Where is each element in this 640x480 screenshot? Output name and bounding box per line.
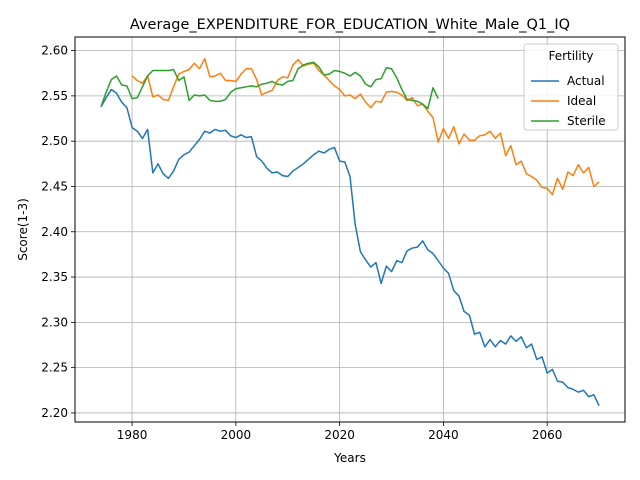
- legend-label-sterile: Sterile: [567, 114, 606, 128]
- x-tick-label: 2040: [428, 428, 459, 442]
- y-tick-label: 2.60: [41, 44, 68, 58]
- y-tick-label: 2.20: [41, 406, 68, 420]
- legend-box: [523, 43, 619, 131]
- y-tick-label: 2.25: [41, 361, 68, 375]
- legend-label-ideal: Ideal: [567, 94, 596, 108]
- series-line-actual: [100, 88, 600, 407]
- x-tick-label: 1980: [117, 428, 148, 442]
- x-axis-label: Years: [333, 451, 366, 465]
- y-axis-label: Score(1-3): [16, 198, 30, 261]
- series-lines: [100, 57, 600, 407]
- y-tick-label: 2.30: [41, 315, 68, 329]
- chart-title: Average_EXPENDITURE_FOR_EDUCATION_White_…: [130, 17, 570, 33]
- y-tick-label: 2.50: [41, 134, 68, 148]
- y-tick-label: 2.40: [41, 225, 68, 239]
- x-axis-ticks: 1980 2000 2020 2040 2060: [117, 422, 563, 442]
- x-tick-label: 2020: [324, 428, 355, 442]
- plot-frame: [74, 36, 626, 423]
- legend-title: Fertility: [548, 49, 593, 63]
- legend: Fertility Actual Ideal Sterile: [523, 43, 619, 131]
- y-axis-ticks: 2.20 2.25 2.30 2.35 2.40 2.45 2.50 2.55 2.60: [41, 44, 75, 420]
- y-tick-label: 2.35: [41, 270, 68, 284]
- series-line-sterile: [100, 61, 439, 110]
- x-tick-label: 2000: [221, 428, 252, 442]
- legend-items: Actual Ideal Sterile: [531, 74, 606, 128]
- series-line-ideal: [131, 57, 600, 196]
- x-tick-label: 2060: [532, 428, 563, 442]
- grid: [75, 37, 625, 422]
- legend-label-actual: Actual: [567, 74, 605, 88]
- y-tick-label: 2.45: [41, 179, 68, 193]
- y-tick-label: 2.55: [41, 89, 68, 103]
